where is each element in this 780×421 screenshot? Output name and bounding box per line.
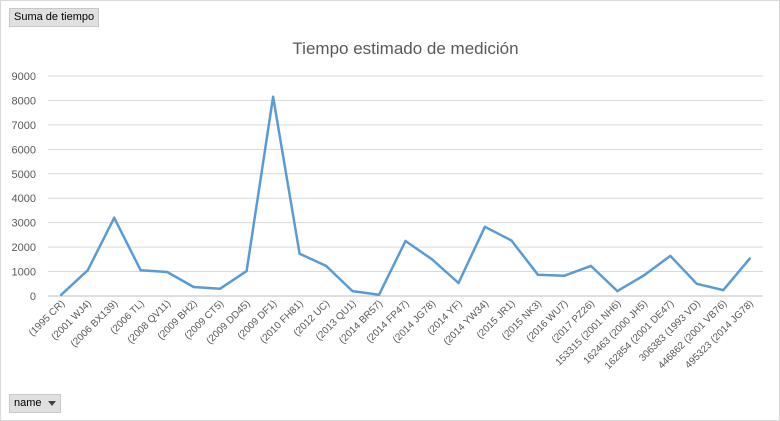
y-tick-label: 8000 <box>12 95 36 107</box>
series-line <box>59 95 752 297</box>
data-point <box>245 269 248 273</box>
y-tick-label: 6000 <box>12 144 36 156</box>
data-point <box>669 254 672 258</box>
y-tick-label: 9000 <box>12 71 36 83</box>
data-point <box>298 252 301 255</box>
data-point <box>563 274 566 277</box>
data-point <box>430 258 434 261</box>
data-point <box>616 289 619 293</box>
data-point <box>589 264 593 268</box>
data-point <box>271 95 275 98</box>
data-point <box>86 269 89 272</box>
data-point <box>510 239 513 242</box>
data-point <box>324 264 328 268</box>
value-field-button[interactable]: Suma de tiempo <box>9 8 100 27</box>
data-point <box>192 285 195 289</box>
data-point <box>218 287 222 290</box>
data-point <box>536 273 540 276</box>
data-point <box>748 257 751 260</box>
y-tick-label: 3000 <box>12 218 36 230</box>
data-point <box>404 239 407 243</box>
data-point <box>165 270 169 274</box>
axis-field-label: name <box>14 397 42 409</box>
chart-title: Tiempo estimado de medición <box>292 39 518 58</box>
y-tick-label: 4000 <box>12 193 36 205</box>
data-point <box>457 281 460 285</box>
data-point <box>483 225 487 229</box>
data-point <box>139 269 142 272</box>
value-field-label: Suma de tiempo <box>14 11 95 23</box>
data-point <box>722 288 725 292</box>
data-point <box>351 289 354 293</box>
y-tick-label: 0 <box>30 291 36 303</box>
y-tick-label: 2000 <box>12 242 36 254</box>
y-tick-label: 5000 <box>12 169 36 181</box>
y-tick-label: 1000 <box>12 267 36 279</box>
data-point <box>695 282 698 285</box>
axis-field-button[interactable]: name <box>9 394 61 413</box>
data-point <box>377 293 381 296</box>
data-point <box>60 293 63 296</box>
y-tick-label: 7000 <box>12 120 36 132</box>
data-point <box>642 274 646 277</box>
chevron-down-icon[interactable] <box>47 401 56 406</box>
data-point <box>113 216 116 219</box>
